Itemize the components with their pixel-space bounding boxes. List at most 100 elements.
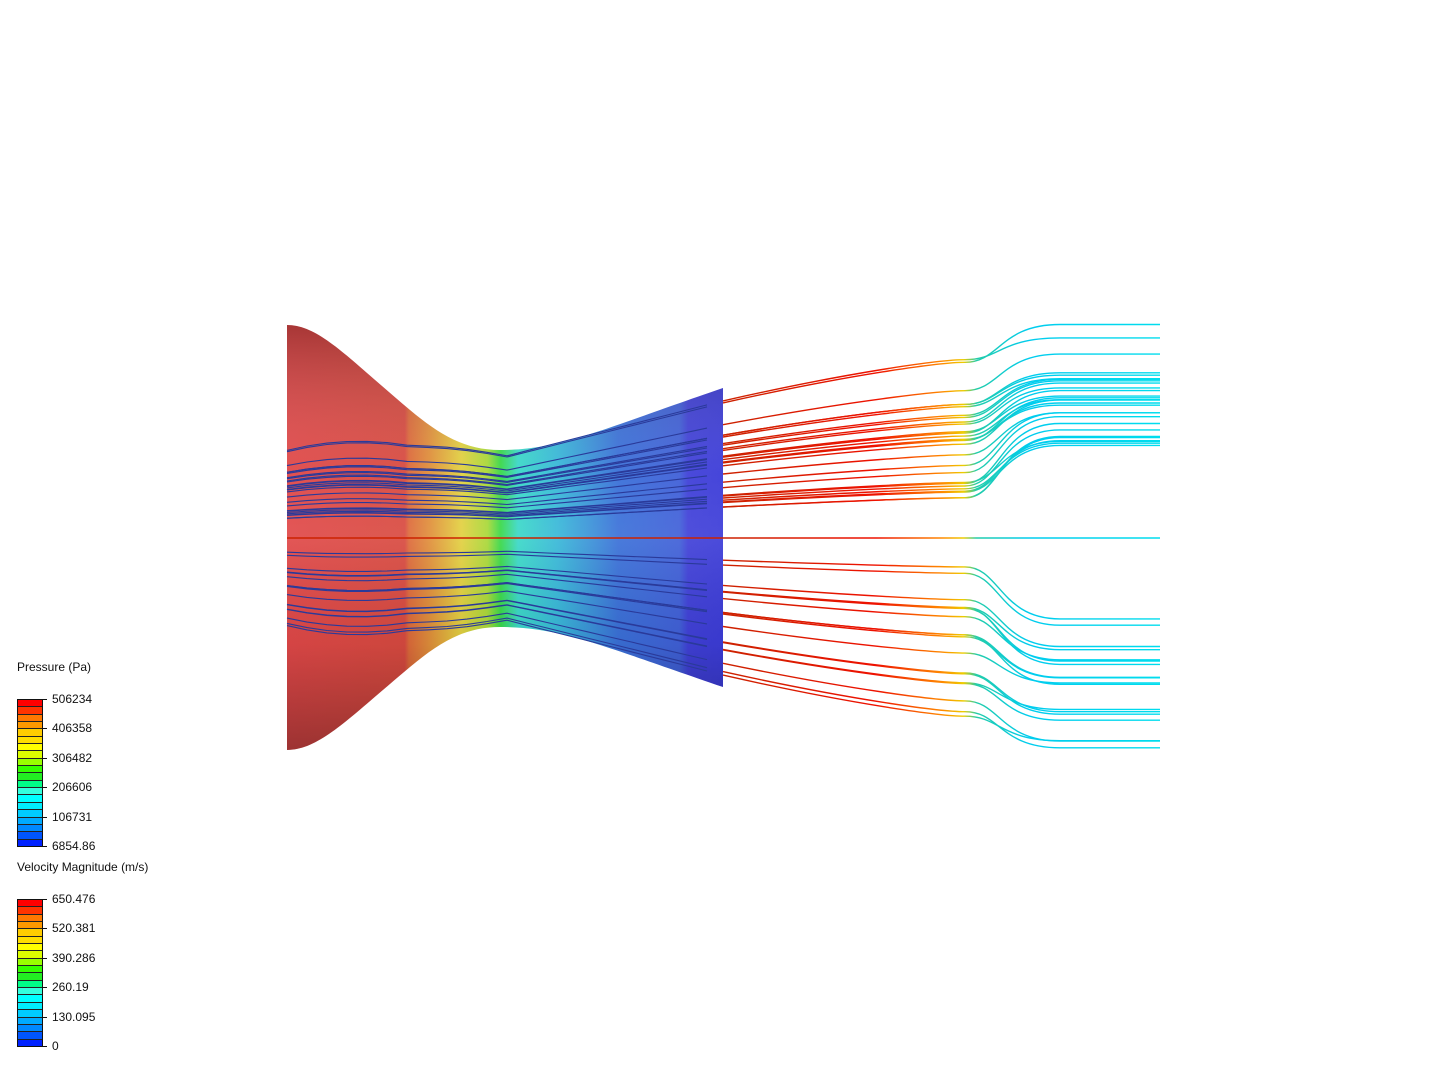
streamline-inner [286, 458, 708, 490]
streamline-outer [722, 674, 1160, 742]
legend-tick-label: 390.286 [52, 950, 96, 965]
streamline-outer [722, 444, 1160, 504]
legend-tick-label: 650.476 [52, 892, 96, 906]
streamline-outer [722, 648, 1160, 711]
streamline-inner [286, 445, 708, 482]
streamline-outer [722, 591, 1160, 662]
streamline-outer [722, 378, 1160, 445]
color-band [18, 900, 42, 908]
color-band [18, 736, 42, 745]
legend-tick [43, 728, 47, 730]
streamline-outer [722, 649, 1160, 721]
color-band [18, 729, 42, 737]
streamline-inner [286, 550, 708, 561]
streamline-inner [286, 498, 708, 515]
streamline-outer [722, 382, 1160, 450]
streamline-outer [722, 404, 1160, 463]
color-band [18, 936, 42, 945]
streamline-inner [286, 590, 708, 625]
streamline-outer [722, 387, 1160, 452]
color-band [18, 817, 42, 825]
streamline-outer [722, 442, 1160, 501]
color-band [18, 1002, 42, 1011]
streamline-inner [286, 553, 708, 565]
legend-tick-label: 130.095 [52, 1009, 96, 1024]
streamlines [286, 323, 1160, 749]
streamline-outer [722, 422, 1160, 497]
color-band [18, 744, 42, 752]
streamline-inner [286, 467, 708, 496]
streamline-inner [286, 459, 708, 491]
legend-tick [43, 987, 47, 989]
streamline-outer [722, 389, 1160, 458]
legend-tick [43, 787, 47, 789]
legend-tick [43, 699, 47, 700]
streamline-outer [722, 641, 1160, 715]
color-band [18, 700, 42, 708]
streamline-outer [722, 399, 1160, 467]
streamline-inner [286, 500, 708, 516]
color-band [18, 839, 42, 846]
streamline-outer [722, 372, 1160, 436]
streamline-inner [286, 406, 708, 458]
streamline-inner [286, 573, 708, 598]
pressure-legend-title: Pressure (Pa) [17, 660, 92, 674]
color-band [18, 1010, 42, 1018]
streamline-inner [286, 461, 708, 492]
streamline-inner [286, 404, 708, 457]
color-band [18, 832, 42, 840]
streamline-outer [722, 564, 1160, 626]
legend-tick [43, 816, 47, 818]
color-band [18, 1039, 42, 1046]
streamline-outer [722, 611, 1160, 685]
color-band [18, 988, 42, 996]
color-band [18, 802, 42, 811]
streamline-outer [722, 584, 1160, 648]
streamline-outer [722, 378, 1160, 438]
legend-tick-label: 506234 [52, 692, 93, 706]
streamline-inner [286, 475, 708, 501]
streamline-inner [286, 502, 708, 517]
legend-tick-label: 206606 [52, 780, 93, 795]
streamline-outer [722, 323, 1160, 404]
pressure-color-bar [17, 699, 43, 847]
streamline-inner [286, 488, 708, 509]
streamline-outer [722, 440, 1160, 503]
streamline-outer [722, 380, 1160, 446]
streamline-inner [286, 463, 708, 494]
streamline-inner [286, 450, 708, 486]
legend-tick [43, 1016, 47, 1018]
streamline-outer [722, 559, 1160, 620]
color-band [18, 714, 42, 723]
color-band [18, 766, 42, 774]
color-band [18, 929, 42, 937]
streamline-outer [722, 670, 1160, 749]
streamline-outer [722, 429, 1160, 499]
streamline-inner [286, 452, 708, 486]
color-band [18, 914, 42, 923]
velocity-color-bar [17, 899, 43, 1047]
color-band [18, 788, 42, 796]
color-band [18, 907, 42, 915]
streamline-outer [722, 597, 1160, 661]
streamline-outer [722, 399, 1160, 461]
streamline-inner [286, 427, 708, 471]
streamline-outer [722, 395, 1160, 457]
color-band [18, 780, 42, 789]
color-band [18, 973, 42, 981]
streamline-inner [286, 437, 708, 477]
streamline-inner [286, 600, 708, 640]
streamline-outer [722, 625, 1160, 684]
color-band [18, 1017, 42, 1025]
legend-tick [43, 957, 47, 959]
legend-tick-label: 6854.86 [52, 839, 96, 853]
velocity-legend-title: Velocity Magnitude (m/s) [17, 860, 149, 874]
color-band [18, 951, 42, 959]
streamline-inner [286, 447, 708, 483]
legend-tick-label: 0 [52, 1039, 59, 1053]
color-band [18, 773, 42, 781]
color-band [18, 795, 42, 803]
color-band [18, 995, 42, 1003]
streamline-inner [286, 439, 708, 478]
